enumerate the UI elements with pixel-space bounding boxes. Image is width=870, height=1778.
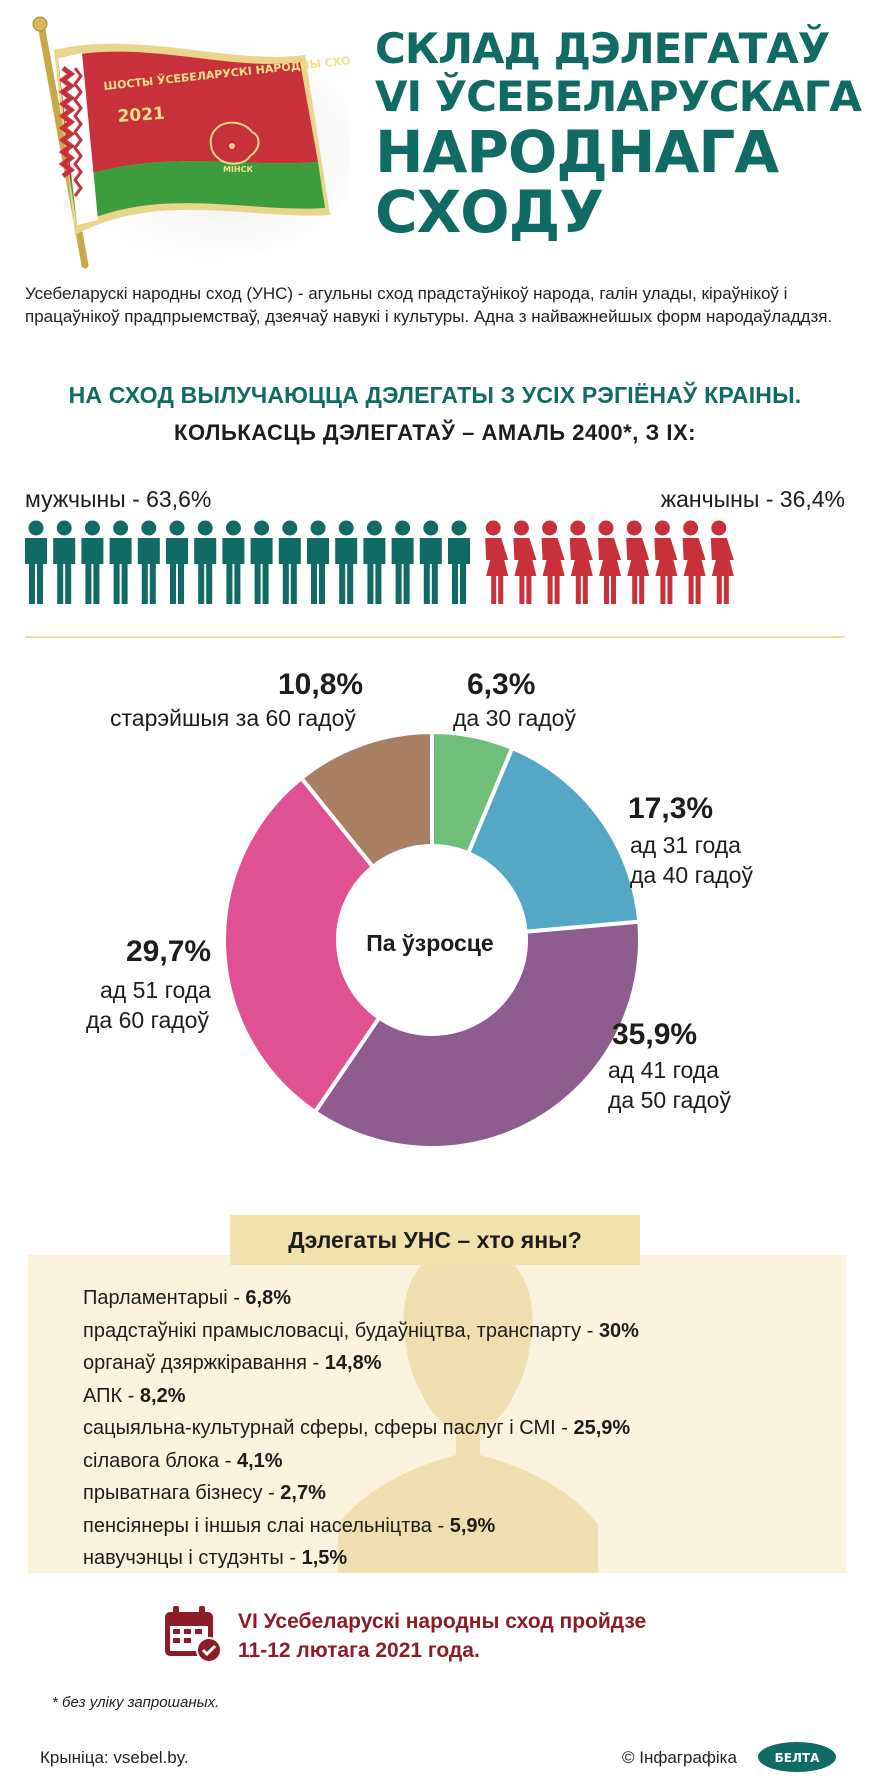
title-line-2: VI ЎСЕБЕЛАРУСКАГА	[375, 72, 862, 121]
woman-icon	[654, 520, 678, 604]
donut-slice-3	[222, 775, 382, 1115]
man-icon	[448, 520, 470, 604]
donut-slice-1	[465, 745, 642, 934]
who-heading: Дэлегаты УНС – хто яны?	[230, 1215, 640, 1265]
intro-text: Усебеларускі народны сход (УНС) - агульн…	[25, 284, 833, 326]
slice-label-41-50-b: да 50 гадоў	[608, 1087, 731, 1113]
flag-year: 2021	[117, 104, 166, 127]
man-icon	[81, 520, 104, 604]
who-item: навучэнцы і студэнты - 1,5%	[83, 1547, 348, 1569]
title-line-4: СХОДУ	[375, 178, 604, 246]
slice-label-31-40-b: да 40 гадоў	[630, 862, 753, 888]
calendar-check-icon	[165, 1606, 222, 1663]
man-icon	[278, 520, 301, 604]
source-text: Крыніца: vsebel.by.	[40, 1748, 189, 1767]
slice-label-41-50-a: ад 41 года	[608, 1057, 719, 1083]
who-item: сацыяльна-культурнай сферы, сферы паслуг…	[83, 1417, 631, 1439]
man-icon	[250, 520, 273, 604]
man-icon	[222, 520, 245, 604]
footnote: * без уліку запрошаных.	[52, 1694, 220, 1711]
who-item: прыватнага бізнесу - 2,7%	[83, 1482, 326, 1504]
event-text: VI Усебеларускі народны сход пройдзе 11-…	[238, 1607, 646, 1665]
title-line-3: НАРОДНАГА	[375, 118, 779, 186]
svg-text:БЕЛТА: БЕЛТА	[775, 1751, 820, 1765]
age-donut-chart	[222, 729, 642, 1150]
man-icon	[363, 520, 386, 604]
man-icon	[307, 520, 329, 604]
flag-cloth: ШОСТЫ ЎСЕБЕЛАРУСКІ НАРОДНЫ СХОД 2021 МІН…	[54, 43, 350, 236]
slice-pct-31-40: 17,3%	[628, 792, 714, 825]
flag-city: МІНСК	[223, 165, 254, 174]
woman-icon	[541, 520, 565, 604]
slice-label-51-60-a: ад 51 года	[100, 977, 211, 1003]
man-icon	[194, 520, 217, 604]
woman-icon	[626, 520, 650, 604]
slice-label-over-60: старэйшыя за 60 гадоў	[110, 705, 356, 731]
slice-pct-over-60: 10,8%	[278, 668, 364, 701]
who-list: Парламентарыі - 6,8% прадстаўнікі прамыс…	[83, 1282, 639, 1575]
slice-label-31-40-a: ад 31 года	[630, 832, 741, 858]
slice-pct-51-60: 29,7%	[126, 935, 212, 968]
gender-pictogram	[25, 520, 734, 604]
woman-icon	[513, 520, 537, 604]
flag-illustration: ШОСТЫ ЎСЕБЕЛАРУСКІ НАРОДНЫ СХОД 2021 МІН…	[32, 16, 350, 269]
slice-pct-under-30: 6,3%	[467, 668, 536, 701]
man-icon	[25, 520, 47, 604]
event-line-1: VI Усебеларускі народны сход пройдзе	[238, 1610, 647, 1633]
subtitle-delegate-count: КОЛЬКАСЦЬ ДЭЛЕГАТАЎ – АМАЛЬ 2400*, З ІХ:	[174, 420, 696, 445]
slice-label-51-60-b: да 60 гадоў	[86, 1007, 209, 1033]
title-line-1: СКЛАД ДЭЛЕГАТАЎ	[375, 24, 830, 73]
man-icon	[391, 520, 414, 604]
woman-icon	[682, 520, 706, 604]
who-item: АПК - 8,2%	[83, 1384, 186, 1407]
donut-slice-2	[312, 919, 642, 1150]
woman-icon	[598, 520, 621, 604]
woman-icon	[710, 520, 734, 604]
section-divider	[25, 636, 845, 638]
slice-label-under-30: да 30 гадоў	[453, 705, 576, 731]
woman-icon	[569, 520, 593, 604]
belta-logo: БЕЛТА	[758, 1742, 836, 1772]
who-item: пенсіянеры і іншыя слаі насельніцтва - 5…	[83, 1514, 496, 1537]
person-silhouette-icon	[338, 1245, 598, 1573]
credit-text: © Інфаграфіка	[622, 1748, 737, 1767]
man-icon	[53, 520, 76, 604]
who-item: органаў дзяржкіравання - 14,8%	[83, 1352, 382, 1374]
who-item: сілавога блока - 4,1%	[83, 1449, 283, 1472]
donut-slice-4	[298, 729, 434, 870]
man-icon	[335, 520, 358, 604]
man-icon	[166, 520, 188, 604]
slice-pct-41-50: 35,9%	[612, 1018, 698, 1051]
subtitle-regions: НА СХОД ВЫЛУЧАЮЦЦА ДЭЛЕГАТЫ З УСІХ РЭГІЁ…	[68, 382, 802, 408]
who-item: Парламентарыі - 6,8%	[83, 1287, 292, 1309]
man-icon	[137, 520, 160, 604]
woman-icon	[485, 520, 509, 604]
donut-center-label: Па ўзросце	[366, 930, 494, 956]
women-label: жанчыны - 36,4%	[660, 486, 845, 512]
event-line-2: 11-12 лютага 2021 года.	[238, 1639, 480, 1662]
men-label: мужчыны - 63,6%	[25, 486, 212, 512]
man-icon	[419, 520, 442, 604]
who-panel	[28, 1245, 846, 1573]
who-item: прадстаўнікі прамысловасці, будаўніцтва,…	[83, 1319, 639, 1342]
man-icon	[109, 520, 132, 604]
